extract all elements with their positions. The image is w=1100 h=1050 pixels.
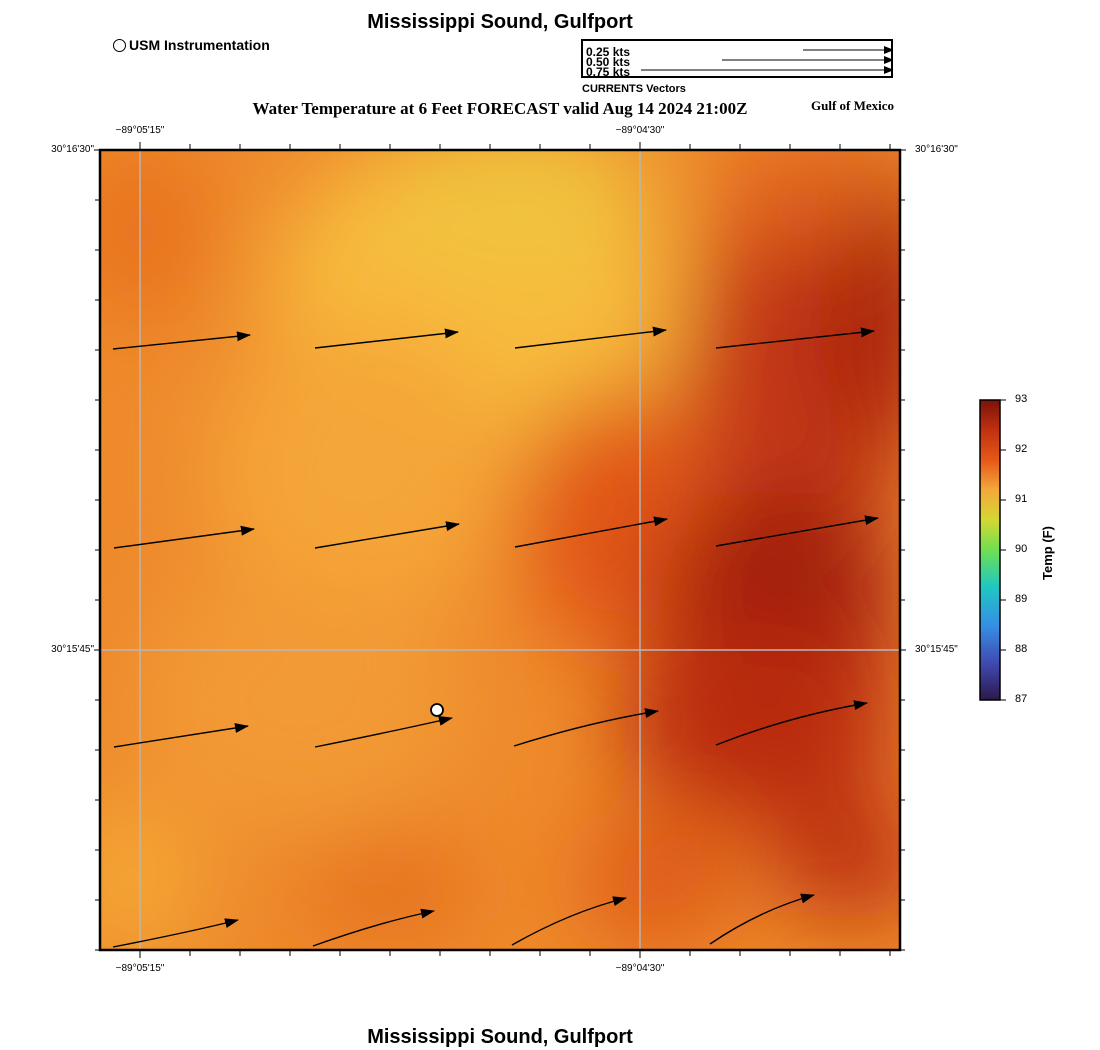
graticule — [100, 150, 900, 950]
bottom-title: Mississippi Sound, Gulfport — [367, 1026, 633, 1048]
current-vector — [715, 700, 868, 746]
lat-tick-right-2: 30°15'45" — [915, 644, 958, 655]
current-vector — [715, 327, 875, 349]
current-vector — [314, 328, 459, 349]
colorbar-gradient — [979, 399, 1001, 701]
lat-tick-right-1: 30°16'30" — [915, 144, 958, 155]
temperature-field — [100, 150, 900, 950]
lon-tick-top-1: −89°05'15" — [115, 125, 165, 136]
vector-legend-box: 0.25 kts 0.50 kts 0.75 kts — [581, 39, 893, 78]
vector-legend-075: 0.75 kts — [586, 65, 631, 79]
colorbar-tick-90: 90 — [1015, 543, 1028, 555]
colorbar-tick-91: 91 — [1015, 493, 1028, 505]
vector-legend-050: 0.50 kts — [586, 55, 631, 69]
colorbar-label: Temp (F) — [1040, 526, 1055, 580]
colorbar-tick-89: 89 — [1015, 593, 1028, 605]
lon-tick-top-2: −89°04'30" — [615, 125, 665, 136]
vector-legend-caption: CURRENTS Vectors — [582, 83, 686, 95]
current-vector — [312, 908, 435, 947]
current-vector — [314, 715, 453, 748]
station-legend-label: USM Instrumentation — [129, 37, 270, 53]
colorbar-tick-87: 87 — [1015, 693, 1028, 705]
current-vector — [709, 893, 815, 945]
lat-tick-left-2: 30°15'45" — [51, 644, 94, 655]
station-legend: USM Instrumentation — [113, 37, 270, 53]
current-vector — [511, 896, 627, 946]
colorbar-tick-93: 93 — [1015, 393, 1028, 405]
region-label: Gulf of Mexico — [811, 98, 895, 113]
current-vector — [513, 708, 659, 747]
map-title: Mississippi Sound, Gulfport — [367, 11, 633, 33]
current-vectors — [112, 326, 879, 948]
map-subtitle: Water Temperature at 6 Feet FORECAST val… — [252, 99, 748, 118]
current-vector — [112, 331, 251, 350]
lon-tick-bottom-2: −89°04'30" — [615, 963, 665, 974]
station-legend-circle-icon — [113, 38, 126, 52]
usm-station-marker[interactable] — [430, 703, 444, 717]
current-vector — [113, 723, 249, 748]
colorbar — [979, 399, 1006, 701]
frame-ticks — [94, 142, 906, 958]
colorbar-tick-88: 88 — [1015, 643, 1028, 655]
colorbar-tick-92: 92 — [1015, 443, 1028, 455]
current-vector — [514, 326, 667, 349]
current-vector — [314, 521, 460, 549]
current-vector — [715, 515, 879, 547]
current-vector — [514, 516, 668, 548]
current-vector — [112, 918, 239, 948]
lat-tick-left-1: 30°16'30" — [51, 144, 94, 155]
vector-legend-arrows — [641, 46, 893, 74]
lon-tick-bottom-1: −89°05'15" — [115, 963, 165, 974]
vector-legend-025: 0.25 kts — [586, 45, 631, 59]
current-vector — [113, 525, 255, 549]
